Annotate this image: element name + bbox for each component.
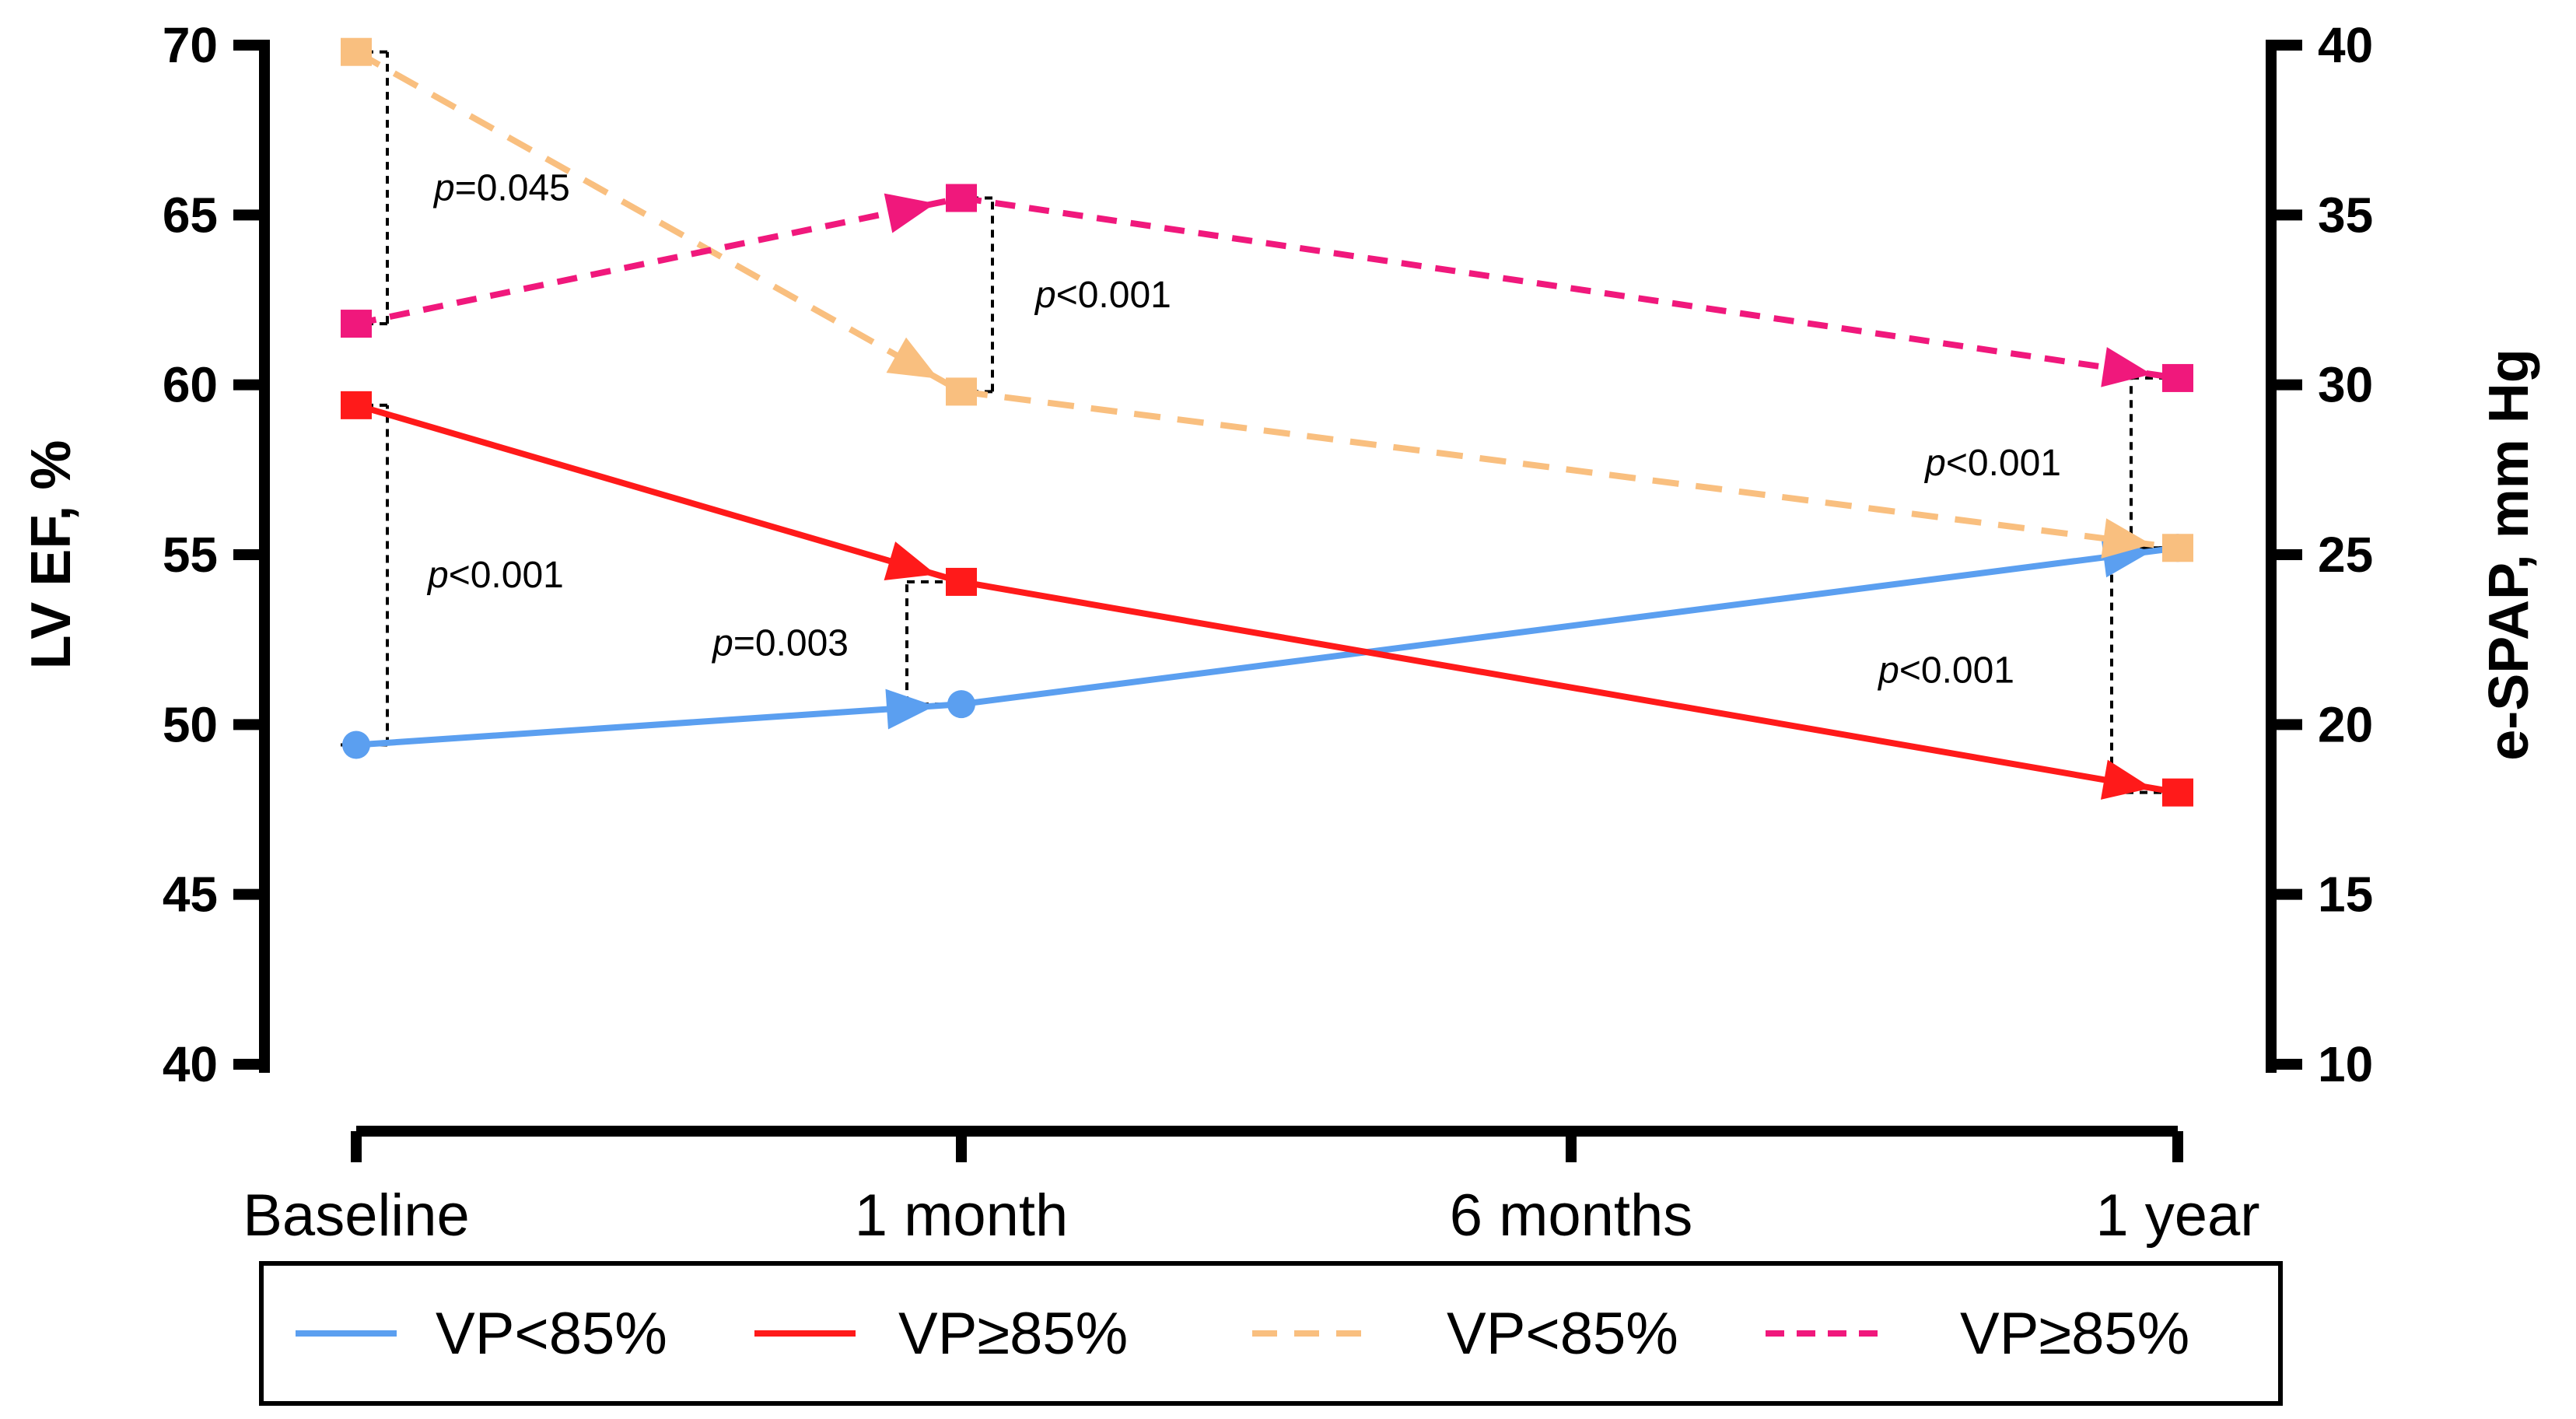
legend-entry-label: VP<85% [1447,1301,1678,1367]
series-segment [961,578,2179,796]
right-axis-tick-label: 20 [2318,696,2373,752]
data-point [2162,778,2193,807]
left-axis-tick-label: 55 [163,527,218,583]
right-axis-tick-label: 15 [2318,867,2373,923]
series-arrowhead [884,193,936,233]
x-axis-tick-label: Baseline [243,1182,470,1249]
data-point [342,731,370,759]
series-segment [355,701,962,748]
legend-entry-label: VP<85% [436,1301,667,1367]
series-arrowhead [2101,518,2152,559]
series-segment [355,402,963,585]
series-segment [355,49,963,394]
data-point [2162,363,2193,392]
series-segment [961,545,2179,708]
pvalue-label: p=0.045 [432,167,570,208]
left-axis-tick-label: 70 [163,17,218,73]
data-point [946,377,977,406]
legend-entry-label: VP≥85% [1960,1301,2189,1367]
data-point [341,310,372,338]
series-arrowhead [886,337,939,379]
left-axis-title: LV EF, % [20,440,82,670]
pvalue-label: p=0.003 [711,623,849,664]
data-point [946,567,977,596]
right-axis-title: e-SPAP, mm Hg [2478,349,2540,761]
right-axis-tick-label: 30 [2318,357,2373,413]
left-axis-tick-label: 65 [163,187,218,243]
right-axis-tick-label: 40 [2318,17,2373,73]
x-axis-tick-label: 1 year [2095,1182,2259,1249]
left-axis-tick-label: 60 [163,357,218,413]
data-point [947,690,975,719]
series-segment [355,194,962,327]
series-segment [961,388,2179,552]
left-axis-tick-label: 40 [163,1036,218,1092]
series-arrowhead [884,541,936,580]
data-point [341,391,372,419]
x-axis-tick-label: 1 month [855,1182,1069,1249]
x-axis-tick-label: 6 months [1450,1182,1693,1249]
data-point [2162,534,2193,562]
left-axis-tick-label: 50 [163,696,218,752]
legend-entry-label: VP≥85% [898,1301,1128,1367]
right-axis-tick-label: 35 [2318,187,2373,243]
data-point [946,184,977,212]
series-arrowhead [2101,347,2152,387]
legend-box [259,1261,2283,1406]
right-axis-tick-label: 25 [2318,527,2373,583]
pvalue-label: p<0.001 [1923,443,2061,484]
pvalue-label: p<0.001 [1877,650,2014,691]
pvalue-label: p<0.001 [1034,275,1171,316]
series-arrowhead [2100,759,2152,800]
right-axis-tick-label: 10 [2318,1036,2373,1092]
series-arrowhead [885,688,936,730]
data-point [341,37,372,66]
left-axis-tick-label: 45 [163,867,218,923]
pvalue-label: p<0.001 [426,555,564,596]
